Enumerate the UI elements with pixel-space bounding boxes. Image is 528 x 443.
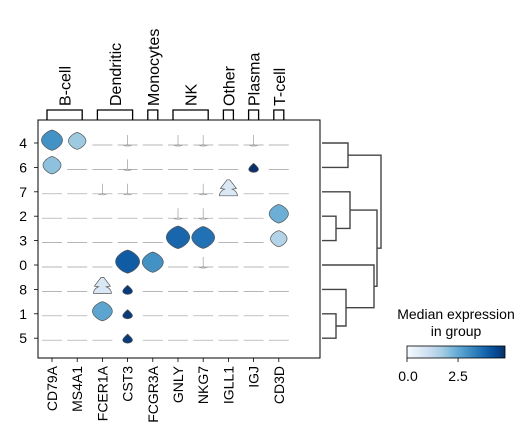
gene-group-label: Other	[221, 65, 238, 106]
group-label: 3	[19, 233, 27, 249]
violin	[122, 284, 133, 295]
group-label: 0	[19, 257, 27, 273]
dendrogram-link	[322, 288, 347, 327]
violin	[173, 135, 183, 147]
violin	[198, 183, 209, 196]
plot-frame	[37, 119, 321, 359]
gene-label: IGJ	[246, 366, 262, 388]
gene-group-brackets: B-cell Dendritic Monocytes NK Other Plasma T-c…	[46, 29, 289, 120]
gene-group-label: Monocytes	[146, 29, 163, 106]
gene-group-label: B-cell	[58, 66, 75, 106]
violin	[198, 135, 209, 147]
colorbar-tick-label: 2.5	[448, 368, 468, 384]
gene-group-label: Plasma	[247, 53, 264, 106]
gene-label: IGLL1	[220, 366, 236, 404]
gene-group-label: T-cell	[272, 68, 289, 106]
gene-labels: CD79A MS4A1 FCER1A CST3 FCGR3A GNLY NKG7 IGLL1 I…	[44, 358, 287, 423]
gene-group-bracket	[147, 109, 159, 120]
dendrogram-link	[350, 209, 378, 288]
violin	[165, 225, 191, 250]
violin	[248, 135, 259, 147]
colorbar-tick-label: 0.0	[398, 368, 418, 384]
colorbar-title-line-2: in group	[431, 323, 482, 339]
dendrogram-link	[348, 154, 382, 249]
violin	[198, 208, 209, 220]
violin	[268, 204, 289, 224]
gene-group-bracket	[222, 109, 235, 120]
group-label: 7	[19, 184, 27, 200]
violin	[122, 159, 133, 171]
violin	[122, 183, 133, 196]
violin	[219, 179, 238, 197]
violin	[97, 183, 108, 196]
gene-group-bracket	[46, 109, 83, 120]
gene-group-bracket	[247, 109, 260, 120]
gene-label: CD79A	[44, 365, 60, 411]
dendrogram-link	[322, 313, 337, 339]
violin	[191, 226, 215, 249]
violin	[92, 301, 113, 322]
dendrogram-link	[322, 264, 375, 309]
violin-area	[41, 129, 289, 344]
gene-label: FCGR3A	[145, 365, 161, 422]
violin	[122, 135, 133, 147]
violin	[115, 249, 140, 274]
violin	[270, 230, 288, 248]
violin	[141, 251, 164, 273]
violin	[173, 208, 183, 220]
gene-label: MS4A1	[69, 366, 85, 412]
gene-group-label: Dendritic	[108, 43, 125, 106]
colorbar-title-line-1: Median expression	[397, 306, 515, 322]
violin	[42, 156, 62, 175]
group-label: 4	[19, 135, 27, 151]
group-label: 1	[19, 306, 27, 322]
violin	[41, 129, 63, 151]
violin	[122, 333, 133, 344]
gene-group-bracket	[172, 109, 209, 120]
colorbar: Median expression in group 0.0 2.5	[397, 306, 515, 384]
group-label: 2	[19, 208, 27, 224]
gene-group-bracket	[96, 109, 134, 120]
violin	[68, 132, 87, 150]
group-label: 8	[19, 281, 27, 297]
gene-group-bracket	[273, 109, 285, 120]
violin	[248, 162, 259, 173]
group-label: 5	[19, 330, 27, 346]
gene-label: FCER1A	[94, 365, 110, 421]
dendrogram-link	[322, 142, 349, 169]
gene-label: CST3	[120, 366, 136, 402]
dendrogram-link	[322, 215, 337, 242]
gene-label: GNLY	[170, 365, 186, 403]
violin	[122, 309, 133, 320]
colorbar-gradient	[406, 345, 506, 359]
gene-label: NKG7	[195, 366, 211, 404]
gene-label: CD3D	[271, 366, 287, 404]
gene-group-label: NK	[184, 83, 201, 106]
group-label: 6	[19, 159, 27, 175]
violin	[93, 277, 112, 294]
group-labels: 4 6 7 2 3 0 8 1 5	[19, 135, 38, 346]
dendrogram	[322, 142, 382, 339]
violin	[198, 257, 209, 269]
